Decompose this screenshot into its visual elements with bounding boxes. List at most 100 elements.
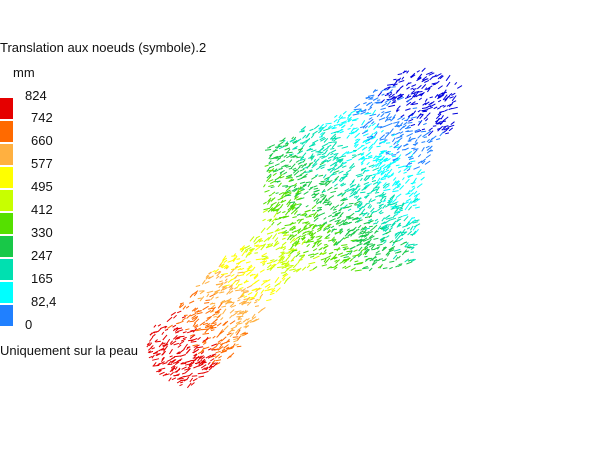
displacement-arrow xyxy=(243,279,248,284)
displacement-arrow xyxy=(218,283,224,289)
displacement-arrow xyxy=(413,166,420,170)
displacement-arrow xyxy=(365,96,370,99)
displacement-arrow xyxy=(261,260,268,265)
displacement-arrow xyxy=(189,293,194,298)
displacement-arrow xyxy=(419,114,424,120)
displacement-arrow xyxy=(381,93,385,96)
displacement-arrow xyxy=(293,187,300,193)
displacement-arrow xyxy=(314,174,319,177)
displacement-arrow xyxy=(175,331,179,334)
displacement-arrow xyxy=(253,239,260,245)
displacement-arrow xyxy=(264,279,271,283)
displacement-arrow xyxy=(239,291,245,298)
displacement-arrow xyxy=(191,314,197,319)
displacement-arrow xyxy=(274,163,280,167)
displacement-arrow xyxy=(284,260,290,267)
displacement-arrow xyxy=(341,146,349,149)
displacement-arrow xyxy=(328,141,333,144)
displacement-arrow xyxy=(424,101,430,106)
displacement-arrow xyxy=(206,316,212,319)
displacement-arrow xyxy=(394,234,399,239)
displacement-arrow xyxy=(417,153,422,158)
displacement-arrow xyxy=(304,213,308,217)
displacement-arrow xyxy=(202,322,209,326)
displacement-arrow xyxy=(283,273,289,278)
displacement-arrow xyxy=(437,125,443,132)
displacement-arrow xyxy=(373,222,377,225)
displacement-arrow xyxy=(378,203,384,207)
displacement-arrow xyxy=(297,147,303,151)
displacement-arrow xyxy=(384,117,389,123)
displacement-arrow xyxy=(283,278,289,285)
displacement-arrow xyxy=(215,350,221,354)
displacement-arrow xyxy=(212,270,216,273)
displacement-arrow xyxy=(407,122,413,124)
displacement-arrow xyxy=(387,214,391,218)
displacement-arrow xyxy=(421,84,427,90)
displacement-arrow xyxy=(183,343,188,350)
displacement-arrow xyxy=(301,170,307,175)
displacement-arrow xyxy=(170,311,176,316)
displacement-arrow xyxy=(189,377,194,383)
displacement-arrow xyxy=(251,282,256,286)
displacement-arrow xyxy=(154,339,158,343)
displacement-arrow xyxy=(194,362,201,365)
displacement-arrow xyxy=(246,284,253,289)
displacement-arrow xyxy=(362,108,367,113)
displacement-arrow xyxy=(260,289,265,294)
displacement-arrow xyxy=(161,342,166,345)
displacement-arrow xyxy=(330,137,337,140)
displacement-arrow xyxy=(215,312,220,316)
displacement-arrow xyxy=(369,225,373,228)
legend-note: Uniquement sur la peau xyxy=(0,343,139,358)
displacement-arrow xyxy=(267,146,271,149)
displacement-arrow xyxy=(390,195,395,201)
legend-unit: mm xyxy=(13,65,35,80)
displacement-arrow xyxy=(365,141,371,145)
displacement-arrow xyxy=(212,313,216,317)
displacement-arrow xyxy=(397,182,401,187)
displacement-arrow xyxy=(187,364,193,369)
displacement-arrow xyxy=(406,98,411,103)
displacement-arrow xyxy=(299,158,306,161)
displacement-arrow xyxy=(153,330,157,334)
displacement-arrow xyxy=(381,110,385,114)
displacement-arrow xyxy=(286,202,291,208)
displacement-arrow xyxy=(188,339,194,342)
displacement-arrow xyxy=(397,224,402,227)
displacement-arrow xyxy=(368,198,372,203)
displacement-arrow xyxy=(282,211,286,214)
displacement-arrow xyxy=(311,149,317,153)
displacement-arrow xyxy=(331,164,338,170)
displacement-arrow xyxy=(332,238,336,242)
displacement-arrow xyxy=(270,263,276,267)
displacement-arrow xyxy=(442,125,449,128)
displacement-arrow xyxy=(388,95,393,98)
displacement-arrow xyxy=(218,263,222,268)
displacement-arrow xyxy=(339,212,344,217)
displacement-arrow xyxy=(348,131,355,135)
displacement-arrow xyxy=(428,72,435,76)
displacement-arrow xyxy=(388,116,392,119)
displacement-arrow xyxy=(340,183,347,187)
displacement-arrow xyxy=(290,259,295,262)
displacement-arrow xyxy=(239,310,245,314)
displacement-arrow xyxy=(357,204,362,209)
displacement-arrow xyxy=(391,86,396,88)
displacement-arrow xyxy=(295,190,300,195)
displacement-arrow xyxy=(426,85,433,90)
displacement-arrow xyxy=(222,321,227,326)
displacement-arrow xyxy=(178,375,185,380)
displacement-arrow xyxy=(285,186,291,192)
displacement-arrow xyxy=(392,96,398,102)
displacement-arrow xyxy=(284,147,291,151)
displacement-arrow xyxy=(241,295,245,298)
displacement-arrow xyxy=(372,97,379,101)
displacement-arrow xyxy=(297,150,304,155)
displacement-arrow xyxy=(244,325,249,329)
displacement-arrow xyxy=(393,177,397,181)
displacement-arrow xyxy=(299,203,303,207)
displacement-arrow xyxy=(284,267,290,273)
displacement-arrow xyxy=(395,193,402,199)
